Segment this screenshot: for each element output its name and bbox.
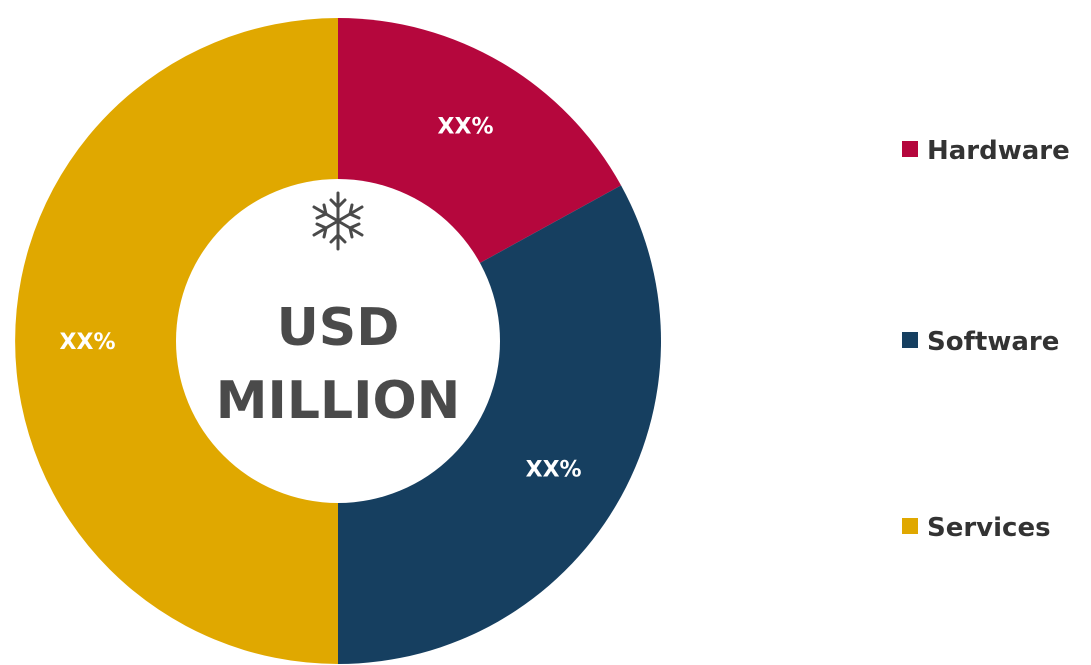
legend-label-services: Services xyxy=(927,513,1051,543)
center-label-line-2: MILLION xyxy=(216,371,460,431)
slice-label-hardware: XX% xyxy=(438,114,494,139)
legend-label-hardware: Hardware xyxy=(927,136,1070,166)
legend-swatch-services xyxy=(902,518,918,534)
legend-label-software: Software xyxy=(927,327,1059,357)
legend: Hardware Software Services xyxy=(902,136,1070,543)
slice-label-services: XX% xyxy=(60,330,116,355)
center-label-line-1: USD xyxy=(277,298,400,358)
slice-label-software: XX% xyxy=(526,458,582,483)
donut-hole xyxy=(176,179,500,503)
snowflake-icon xyxy=(312,191,364,251)
slice-labels: XX% XX% XX% xyxy=(60,114,582,482)
legend-swatch-hardware xyxy=(902,141,918,157)
legend-swatch-software xyxy=(902,332,918,348)
